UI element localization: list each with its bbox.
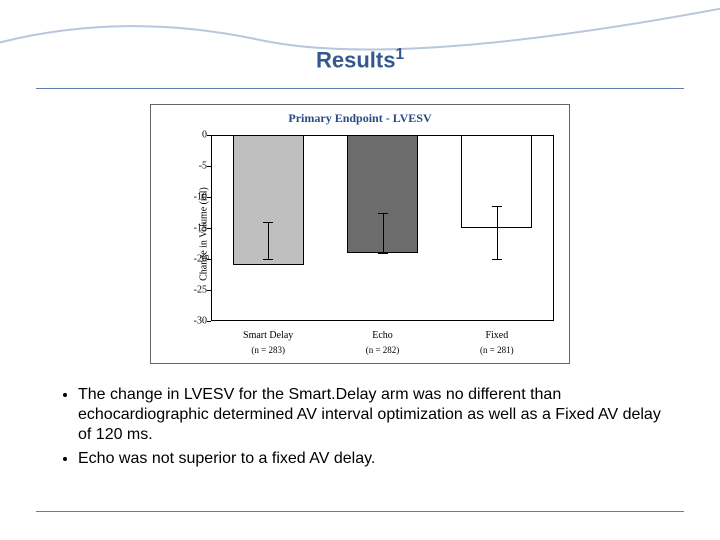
y-tick-label: -30 [194, 316, 207, 327]
bullet-item: The change in LVESV for the Smart.Delay … [78, 385, 670, 445]
y-tick-mark [207, 166, 211, 167]
error-bar [497, 206, 498, 259]
y-tick-label: -25 [194, 285, 207, 296]
x-tick-label: Fixed [485, 330, 508, 341]
error-cap [492, 259, 502, 260]
page-title: Results1 [0, 46, 720, 73]
x-tick-label: Smart Delay [243, 330, 293, 341]
error-cap [263, 222, 273, 223]
error-bar [383, 213, 384, 253]
x-tick-sublabel: (n = 282) [366, 345, 400, 355]
y-tick-label: -5 [199, 161, 207, 172]
bullet-list: The change in LVESV for the Smart.Delay … [60, 385, 670, 473]
chart-title: Primary Endpoint - LVESV [151, 111, 569, 126]
y-tick-mark [207, 321, 211, 322]
bullet-item: Echo was not superior to a fixed AV dela… [78, 449, 670, 469]
x-tick-sublabel: (n = 281) [480, 345, 514, 355]
slide: Results1 Primary Endpoint - LVESV Change… [0, 0, 720, 540]
divider-top [36, 88, 684, 89]
error-bar [268, 222, 269, 259]
error-cap [492, 206, 502, 207]
y-tick-mark [207, 197, 211, 198]
y-tick-mark [207, 228, 211, 229]
y-tick-label: -15 [194, 223, 207, 234]
title-sup: 1 [395, 46, 404, 63]
y-tick-label: -20 [194, 254, 207, 265]
title-text: Results [316, 47, 395, 72]
y-tick-mark [207, 290, 211, 291]
x-tick-sublabel: (n = 283) [251, 345, 285, 355]
y-tick-mark [207, 135, 211, 136]
x-tick-label: Echo [372, 330, 393, 341]
divider-bottom [36, 511, 684, 512]
error-cap [378, 253, 388, 254]
error-cap [378, 213, 388, 214]
y-tick-mark [207, 259, 211, 260]
chart-container: Primary Endpoint - LVESV Change in Volum… [150, 104, 570, 364]
y-tick-label: -10 [194, 192, 207, 203]
error-cap [263, 259, 273, 260]
